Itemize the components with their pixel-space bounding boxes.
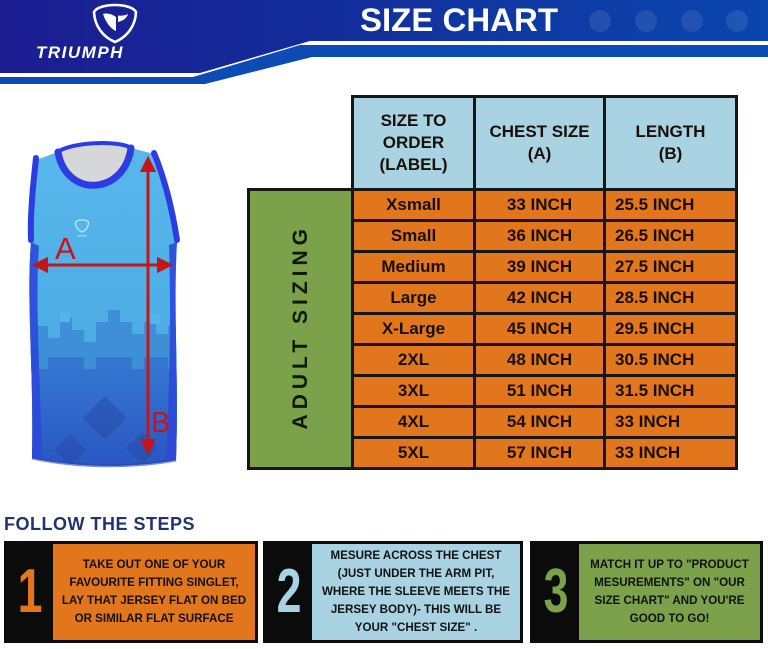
chest-logo-icon xyxy=(74,219,90,237)
jersey-side-right xyxy=(166,242,177,461)
table-row: Medium 39 INCH 27.5 INCH xyxy=(249,250,738,284)
chest-size-cell: 36 INCH xyxy=(473,219,606,253)
column-header-length: LENGTH (B) xyxy=(603,95,738,191)
size-label-cell: 2XL xyxy=(351,343,476,377)
width-label-a: A xyxy=(55,231,76,266)
chest-size-cell: 54 INCH xyxy=(473,405,606,439)
chest-size-cell: 57 INCH xyxy=(473,436,606,470)
table-row: 3XL 51 INCH 31.5 INCH xyxy=(249,374,738,408)
table-row: Large 42 INCH 28.5 INCH xyxy=(249,281,738,315)
column-header-size: SIZE TO ORDER (LABEL) xyxy=(351,95,476,191)
size-label-cell: 3XL xyxy=(351,374,476,408)
banner-shape xyxy=(0,0,768,73)
page-title: SIZE CHART xyxy=(360,2,558,38)
collar-interior xyxy=(58,143,131,186)
header-banner: TRIUMPH SIZE CHART xyxy=(0,0,768,84)
chest-size-cell: 48 INCH xyxy=(473,343,606,377)
length-cell: 31.5 INCH xyxy=(603,374,738,408)
table-corner-spacer xyxy=(249,97,353,190)
length-cell: 33 INCH xyxy=(603,405,738,439)
step-1-text: TAKE OUT ONE OF YOUR FAVOURITE FITTING S… xyxy=(53,544,255,640)
hem-edge xyxy=(31,456,177,468)
table-row: X-Large 45 INCH 29.5 INCH xyxy=(249,312,738,346)
jersey-side-left xyxy=(29,242,42,460)
length-cell: 26.5 INCH xyxy=(603,219,738,253)
collar-front-trim xyxy=(54,144,135,189)
size-label-cell: 5XL xyxy=(351,436,476,470)
adult-sizing-label: ADULT SIZING xyxy=(288,223,312,430)
banner-dots xyxy=(589,10,748,32)
chest-size-cell: 33 INCH xyxy=(473,188,606,222)
step-2-number: 2 xyxy=(276,557,302,626)
table-row: ADULT SIZING Xsmall 33 INCH 25.5 INCH xyxy=(247,188,738,470)
jersey-illustration: A B xyxy=(27,141,180,468)
header-stripe xyxy=(0,45,768,84)
chest-size-cell: 45 INCH xyxy=(473,312,606,346)
collar-back-trim xyxy=(56,141,133,154)
length-cell: 30.5 INCH xyxy=(603,343,738,377)
steps-heading: FOLLOW THE STEPS xyxy=(4,513,195,534)
table-row: 2XL 48 INCH 30.5 INCH xyxy=(249,343,738,377)
table-row: 4XL 54 INCH 33 INCH xyxy=(249,405,738,439)
step-box-1: 1 TAKE OUT ONE OF YOUR FAVOURITE FITTING… xyxy=(4,541,258,643)
triumph-logo: TRIUMPH xyxy=(36,3,138,62)
size-label-cell: 4XL xyxy=(351,405,476,439)
step-1-number: 1 xyxy=(17,557,43,626)
size-label-cell: X-Large xyxy=(351,312,476,346)
step-box-2: 2 MESURE ACROSS THE CHEST (JUST UNDER TH… xyxy=(263,541,523,643)
length-cell: 25.5 INCH xyxy=(603,188,738,222)
triumph-shield-icon xyxy=(92,3,138,44)
adult-sizing-group-cell: ADULT SIZING xyxy=(247,188,354,470)
size-label-cell: Xsmall xyxy=(351,188,476,222)
chest-size-cell: 39 INCH xyxy=(473,250,606,284)
length-label-b: B xyxy=(151,407,170,439)
size-label-cell: Large xyxy=(351,281,476,315)
step-3-number: 3 xyxy=(543,557,569,626)
length-cell: 27.5 INCH xyxy=(603,250,738,284)
step-3-text: MATCH IT UP TO "PRODUCT MESUREMENTS" ON … xyxy=(579,544,760,640)
chest-size-cell: 51 INCH xyxy=(473,374,606,408)
step-box-3: 3 MATCH IT UP TO "PRODUCT MESUREMENTS" O… xyxy=(530,541,763,643)
table-row: Small 36 INCH 26.5 INCH xyxy=(249,219,738,253)
size-label-cell: Medium xyxy=(351,250,476,284)
size-label-cell: Small xyxy=(351,219,476,253)
armhole-trim-left xyxy=(27,155,39,243)
armhole-trim-right xyxy=(151,150,180,243)
length-cell: 28.5 INCH xyxy=(603,281,738,315)
table-row: 5XL 57 INCH 33 INCH xyxy=(249,436,738,470)
brand-text: TRIUMPH xyxy=(36,43,124,62)
chest-size-cell: 42 INCH xyxy=(473,281,606,315)
length-cell: 33 INCH xyxy=(603,436,738,470)
size-chart-table: SIZE TO ORDER (LABEL) CHEST SIZE (A) LEN… xyxy=(247,95,738,470)
length-cell: 29.5 INCH xyxy=(603,312,738,346)
column-header-chest: CHEST SIZE (A) xyxy=(473,95,606,191)
step-2-text: MESURE ACROSS THE CHEST (JUST UNDER THE … xyxy=(312,544,520,640)
